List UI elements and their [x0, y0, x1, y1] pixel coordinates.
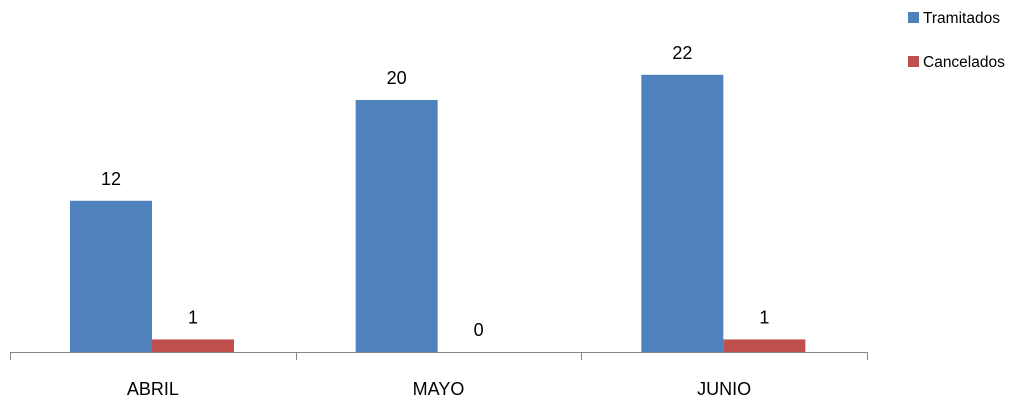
- bar-cancelados-junio: [723, 339, 806, 352]
- data-label-cancelados-junio: 1: [759, 307, 769, 327]
- data-labels-layer: 12 1 20 0 22 1: [101, 43, 769, 340]
- legend-swatch-cancelados: [908, 56, 919, 67]
- data-label-tramitados-junio: 22: [672, 43, 692, 63]
- data-label-tramitados-mayo: 20: [387, 68, 407, 88]
- x-axis: ABRIL MAYO JUNIO: [10, 352, 868, 399]
- legend: Tramitados Cancelados: [908, 10, 1005, 71]
- bar-tramitados-junio: [641, 74, 724, 353]
- x-tick-label-junio: JUNIO: [697, 379, 751, 399]
- data-label-tramitados-abril: 12: [101, 169, 121, 189]
- legend-label-tramitados: Tramitados: [923, 10, 1000, 27]
- legend-swatch-tramitados: [908, 12, 919, 23]
- legend-label-cancelados: Cancelados: [923, 54, 1005, 71]
- data-label-cancelados-mayo: 0: [474, 320, 484, 340]
- bar-tramitados-abril: [70, 200, 152, 352]
- x-tick-label-abril: ABRIL: [127, 379, 179, 399]
- bars-layer: [70, 74, 806, 353]
- data-label-cancelados-abril: 1: [188, 307, 198, 327]
- bar-cancelados-abril: [152, 339, 234, 352]
- bar-tramitados-mayo: [355, 100, 438, 352]
- x-tick-label-mayo: MAYO: [413, 379, 465, 399]
